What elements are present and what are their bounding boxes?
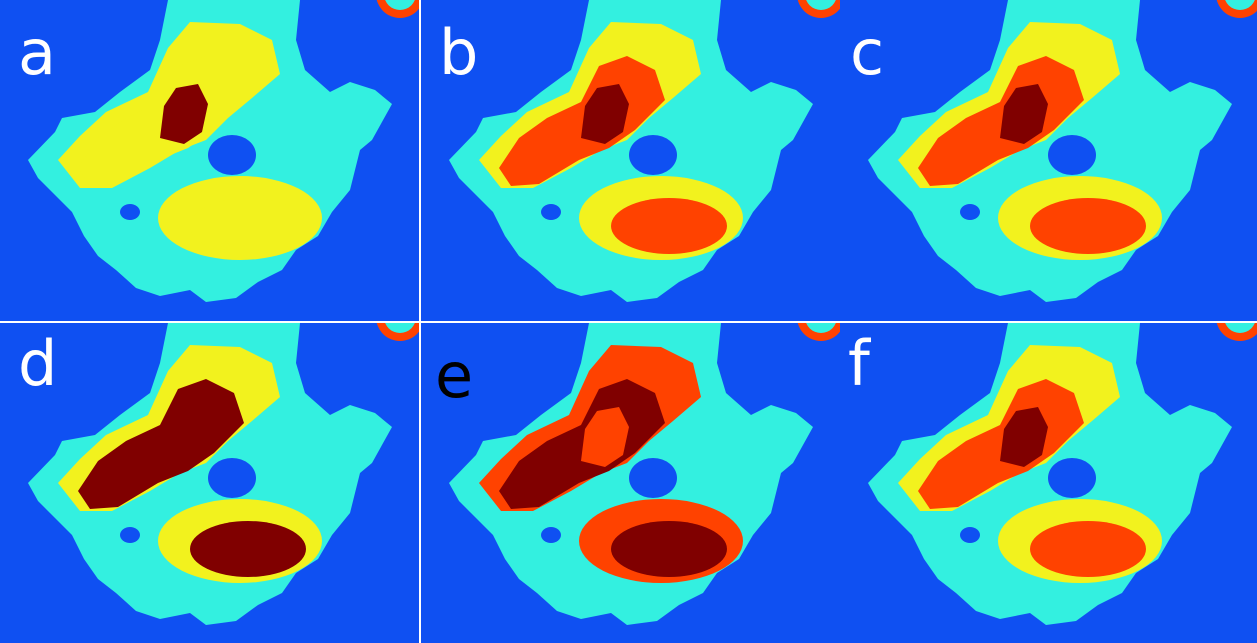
panel: e — [421, 293, 845, 643]
panel-label: c — [850, 16, 884, 89]
panel-label: d — [18, 327, 57, 400]
panel: f — [840, 293, 1257, 643]
figure: a b c d e f — [0, 0, 1257, 643]
panel: a — [0, 0, 424, 321]
panel-label: f — [848, 327, 872, 400]
panel-label: b — [439, 16, 478, 89]
panel-label: a — [18, 16, 56, 89]
panel: d — [0, 293, 424, 643]
panel: b — [421, 0, 845, 321]
panel: c — [840, 0, 1257, 321]
panel-label: e — [435, 339, 473, 412]
